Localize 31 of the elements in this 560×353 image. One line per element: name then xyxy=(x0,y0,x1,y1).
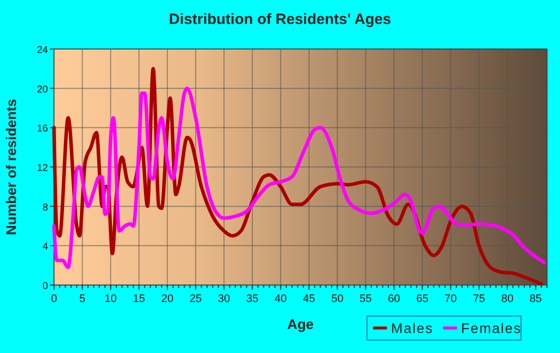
line-series xyxy=(52,86,546,270)
x-tick-label: 0 xyxy=(50,293,58,305)
x-tick-label: 10 xyxy=(104,293,117,305)
x-tick-label: 70 xyxy=(444,293,457,305)
x-tick-label: 60 xyxy=(388,293,400,305)
y-tick-label: 20 xyxy=(36,84,48,96)
y-tick-label: 4 xyxy=(42,242,48,253)
x-tick-label: 55 xyxy=(360,293,372,305)
legend-label: Males xyxy=(391,320,434,336)
x-tick-label: 35 xyxy=(246,293,258,305)
x-tick-label: 75 xyxy=(472,293,486,305)
y-tick-label: 12 xyxy=(36,163,48,174)
x-tick-label: 20 xyxy=(161,293,174,305)
x-tick-label: 5 xyxy=(79,293,86,305)
chart-title: Distribution of Residents' Ages xyxy=(168,11,392,28)
x-tick-label: 50 xyxy=(331,293,344,305)
legend-label: Females xyxy=(461,320,522,336)
y-tick-label: 8 xyxy=(42,202,48,214)
x-axis-title: Age xyxy=(287,316,314,332)
x-tick-label: 40 xyxy=(274,293,287,305)
x-tick-label: 25 xyxy=(190,293,202,305)
y-tick-label: 0 xyxy=(42,281,48,292)
x-tick-label: 85 xyxy=(530,293,542,305)
x-tick-label: 30 xyxy=(218,293,230,305)
x-tick-label: 65 xyxy=(416,293,428,305)
y-tick-label: 16 xyxy=(36,124,48,135)
y-tick-label: 24 xyxy=(36,45,48,56)
x-tick-label: 15 xyxy=(132,293,146,305)
x-tick-label: 80 xyxy=(501,293,514,305)
y-axis-title: Number of residents xyxy=(3,98,19,236)
x-tick-label: 45 xyxy=(302,293,316,305)
